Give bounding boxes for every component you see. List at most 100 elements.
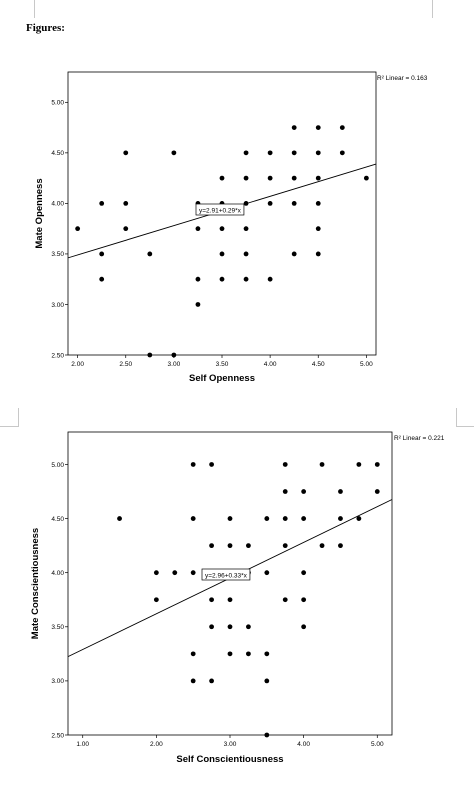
data-point: [301, 570, 307, 576]
data-point: [267, 150, 273, 156]
data-point: [301, 597, 307, 603]
data-point: [315, 150, 321, 156]
data-point: [171, 352, 177, 358]
data-point: [75, 226, 81, 232]
x-tick-label: 5.00: [360, 361, 373, 368]
page-corner-mark-top-right: [432, 0, 451, 18]
data-point: [291, 150, 297, 156]
data-point: [267, 276, 273, 282]
data-point: [243, 150, 249, 156]
data-point: [267, 175, 273, 181]
y-tick-label: 5.00: [51, 462, 64, 469]
data-point: [171, 150, 177, 156]
data-point: [264, 732, 270, 738]
x-axis-label: Self Openness: [189, 373, 255, 384]
y-tick-label: 3.00: [51, 678, 64, 685]
x-tick-label: 4.50: [312, 361, 325, 368]
data-point: [219, 251, 225, 257]
r-squared-label: R² Linear = 0.221: [394, 435, 445, 442]
data-point: [291, 200, 297, 206]
data-point: [339, 125, 345, 130]
data-point: [291, 125, 297, 130]
data-point: [147, 251, 153, 257]
data-point: [319, 543, 325, 549]
data-point: [246, 651, 251, 657]
y-tick-label: 4.50: [51, 516, 64, 523]
data-point: [209, 597, 214, 603]
data-point: [209, 462, 214, 467]
data-point: [99, 200, 105, 206]
data-point: [356, 516, 362, 521]
x-tick-label: 3.50: [216, 361, 229, 368]
scatter-chart-1: 2.00 2.50 3.00 3.50 4.00 4.50 5.00 2.50 3.00 3.50…: [34, 71, 428, 384]
data-point: [209, 543, 214, 549]
data-point: [243, 226, 249, 232]
x-tick-label: 2.00: [71, 361, 84, 368]
x-axis-label: Self Conscientiousness: [176, 754, 283, 765]
data-point: [246, 624, 251, 630]
data-point: [374, 462, 380, 467]
data-point: [243, 276, 249, 282]
fit-equation-text: y=2.96+0.33*x: [205, 573, 248, 580]
y-axis-label: Mate Conscientiousness: [30, 528, 41, 639]
data-point: [315, 125, 321, 130]
x-tick-label: 3.00: [224, 741, 237, 748]
y-tick-label: 3.00: [51, 302, 64, 309]
data-point: [264, 570, 270, 576]
x-tick-label: 4.00: [264, 361, 277, 368]
data-point: [301, 624, 307, 630]
y-tick-label: 5.00: [51, 100, 64, 107]
data-point: [117, 516, 122, 521]
data-point: [209, 678, 214, 684]
data-point: [190, 462, 196, 467]
y-tick-label: 3.50: [51, 624, 64, 631]
data-point: [374, 489, 380, 494]
data-point: [301, 516, 307, 521]
data-point: [282, 516, 288, 521]
data-point: [227, 597, 233, 603]
data-point: [282, 462, 288, 467]
fit-equation-text: y=2.91+0.29*x: [199, 208, 242, 215]
data-point: [190, 678, 196, 684]
data-point: [246, 543, 251, 549]
data-point: [356, 462, 362, 467]
x-tick-label: 2.00: [150, 741, 163, 748]
fit-equation-label: y=2.91+0.29*x: [195, 203, 245, 216]
data-point: [315, 200, 321, 206]
data-point: [227, 516, 233, 521]
data-point: [195, 276, 201, 282]
y-tick-label: 4.50: [51, 150, 64, 157]
data-point: [147, 352, 153, 358]
data-point: [282, 597, 288, 603]
r-squared-label: R² Linear = 0.163: [377, 75, 428, 82]
data-point: [338, 516, 343, 521]
y-tick-label: 4.00: [51, 570, 64, 577]
data-point: [267, 200, 273, 206]
data-point: [315, 251, 321, 257]
x-tick-label: 3.00: [168, 361, 181, 368]
data-point: [123, 150, 129, 156]
data-point: [190, 516, 196, 521]
scatter-chart-2: 1.00 2.00 3.00 4.00 5.00 2.50 3.00 3.50 4.00 4.50…: [30, 431, 445, 765]
fit-equation-box: [195, 203, 245, 216]
data-point: [99, 251, 105, 257]
data-point: [243, 200, 249, 206]
data-point: [153, 597, 159, 603]
y-tick-label: 2.50: [51, 732, 64, 739]
data-point: [195, 226, 201, 232]
x-tick-label: 4.00: [297, 741, 310, 748]
data-point: [153, 570, 159, 576]
data-point: [195, 302, 201, 307]
data-point: [172, 570, 178, 576]
y-axis-label: Mate Openness: [34, 178, 45, 248]
y-tick-label: 4.00: [51, 201, 64, 208]
data-point: [282, 543, 288, 549]
data-point: [227, 651, 233, 657]
data-point: [282, 489, 288, 494]
data-point: [190, 651, 196, 657]
data-point: [219, 226, 225, 232]
data-point: [339, 150, 345, 156]
data-point: [243, 175, 249, 181]
data-point: [338, 543, 343, 549]
